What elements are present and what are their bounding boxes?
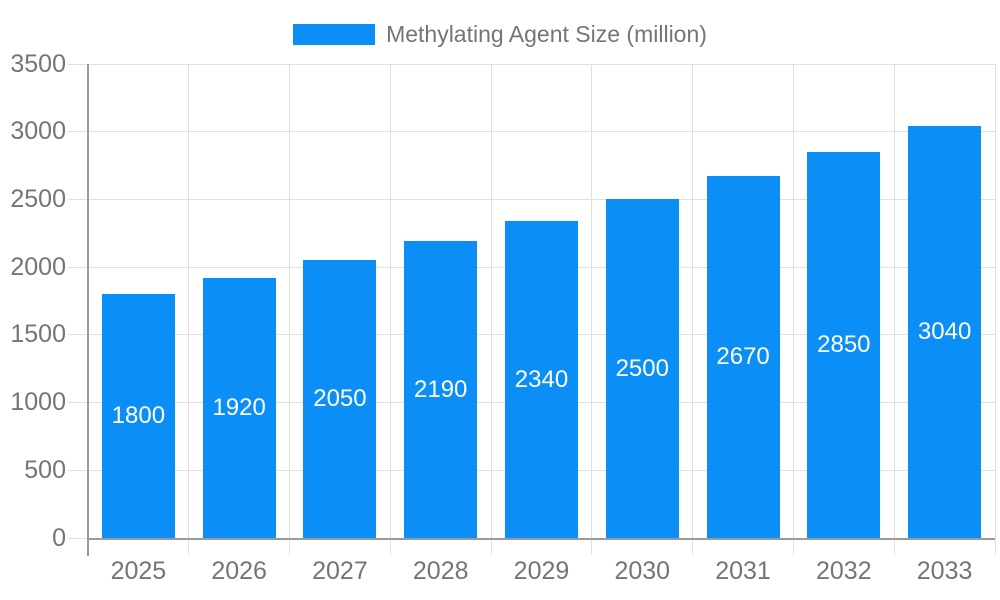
gridline-vertical bbox=[792, 64, 794, 555]
bar-2028[interactable]: 2190 bbox=[404, 241, 478, 538]
gridline-vertical bbox=[188, 64, 190, 555]
x-tick-label: 2025 bbox=[110, 557, 167, 585]
bar-value-label: 1920 bbox=[212, 393, 266, 421]
gridline-vertical bbox=[994, 64, 996, 555]
gridline-vertical bbox=[490, 64, 492, 555]
gridline-vertical bbox=[893, 64, 895, 555]
gridline-vertical bbox=[389, 64, 391, 555]
x-tick-label: 2028 bbox=[412, 557, 469, 585]
x-tick-label: 2033 bbox=[916, 557, 973, 585]
legend-item[interactable]: Methylating Agent Size (million) bbox=[293, 21, 707, 48]
y-tick-label: 1500 bbox=[10, 320, 66, 349]
bar-value-label: 1800 bbox=[111, 402, 166, 430]
y-tick-label: 2500 bbox=[10, 184, 66, 213]
y-tick-label: 0 bbox=[52, 523, 66, 552]
bar-value-label: 3040 bbox=[917, 318, 972, 346]
gridline-vertical bbox=[692, 64, 694, 555]
y-tick-label: 2000 bbox=[10, 252, 66, 281]
bar-2025[interactable]: 1800 bbox=[101, 294, 175, 538]
plot-area: 1800 1920 2050 2190 2340 2500 2670 2850 3040 0 50… bbox=[10, 50, 996, 585]
x-axis-line bbox=[88, 538, 995, 540]
bar-value-label: 2340 bbox=[514, 365, 569, 393]
y-tick-label: 3500 bbox=[10, 49, 66, 78]
bar-value-label: 2190 bbox=[414, 375, 468, 403]
bar-value-label: 2500 bbox=[615, 354, 669, 382]
gridline-vertical bbox=[591, 64, 593, 555]
y-tick-label: 500 bbox=[24, 455, 66, 484]
y-axis-line bbox=[87, 64, 89, 556]
bar-value-label: 2850 bbox=[817, 331, 871, 359]
bar-value-label: 2050 bbox=[313, 385, 367, 413]
gridline-horizontal bbox=[68, 198, 995, 200]
bar-2026[interactable]: 1920 bbox=[202, 277, 276, 538]
y-tick-label: 3000 bbox=[10, 117, 66, 146]
x-tick-label: 2032 bbox=[816, 557, 872, 585]
bar-2031[interactable]: 2670 bbox=[706, 176, 780, 538]
y-tick-label: 1000 bbox=[10, 388, 66, 417]
bar-2033[interactable]: 3040 bbox=[908, 126, 982, 538]
legend: Methylating Agent Size (million) bbox=[0, 21, 1000, 48]
gridline-vertical bbox=[289, 64, 291, 555]
bar-2030[interactable]: 2500 bbox=[605, 199, 679, 538]
bar-value-label: 2670 bbox=[716, 343, 770, 371]
bar-2032[interactable]: 2850 bbox=[807, 152, 881, 538]
legend-label: Methylating Agent Size (million) bbox=[386, 21, 707, 47]
bar-2027[interactable]: 2050 bbox=[303, 260, 377, 538]
x-tick-label: 2029 bbox=[513, 557, 570, 585]
gridline-horizontal bbox=[68, 63, 995, 65]
x-tick-label: 2027 bbox=[312, 557, 368, 585]
legend-swatch-icon bbox=[293, 24, 376, 45]
gridline-horizontal bbox=[68, 131, 995, 133]
x-tick-label: 2030 bbox=[614, 557, 671, 585]
bar-2029[interactable]: 2340 bbox=[505, 221, 578, 538]
x-tick-label: 2031 bbox=[715, 557, 771, 585]
x-tick-label: 2026 bbox=[211, 557, 267, 585]
